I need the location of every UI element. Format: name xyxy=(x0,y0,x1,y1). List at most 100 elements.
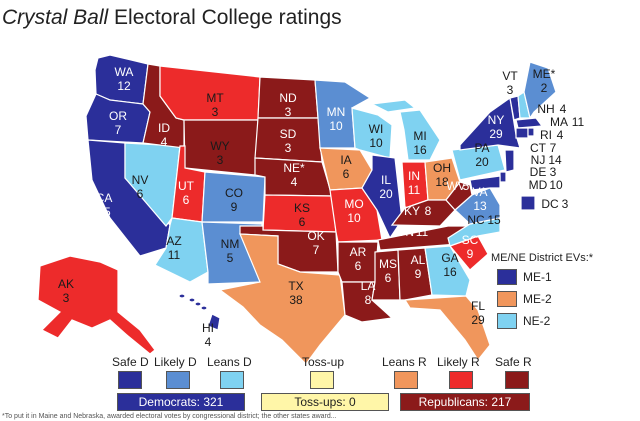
state-fl[interactable] xyxy=(403,295,491,362)
label-in-ev: 11 xyxy=(408,183,421,197)
label-mt: MT xyxy=(206,91,224,105)
legend-label-likely-r: Likely R xyxy=(437,355,480,369)
label-nv: NV xyxy=(132,173,149,187)
label-tx: TX xyxy=(288,279,303,293)
legend-swatch-leans-d xyxy=(220,371,244,389)
label-nd: ND xyxy=(279,91,297,105)
state-il[interactable] xyxy=(361,154,403,240)
label-sc-ev: 9 xyxy=(467,247,474,261)
label-fl: FL xyxy=(471,299,485,313)
label-mo: MO xyxy=(344,197,363,211)
label-oh-ev: 18 xyxy=(435,175,449,189)
district-item-ne2: NE-2 xyxy=(497,312,607,330)
label-dc-ev: 3 xyxy=(562,197,569,211)
label-il: IL xyxy=(381,173,391,187)
label-ak-ev: 3 xyxy=(63,291,70,305)
legend-label-safe-d: Safe D xyxy=(112,355,149,369)
label-sc: SC xyxy=(462,233,479,247)
state-tx[interactable] xyxy=(218,233,346,365)
label-mi-ev: 16 xyxy=(413,143,427,157)
state-ky[interactable] xyxy=(390,199,456,227)
total-tossups: Toss-ups: 0 xyxy=(261,393,389,411)
label-ok-ev: 7 xyxy=(313,243,320,257)
state-ga[interactable] xyxy=(424,245,471,297)
label-mi: MI xyxy=(413,129,426,143)
label-or: OR xyxy=(109,109,127,123)
state-mi[interactable] xyxy=(399,109,441,161)
label-ct-ev: 7 xyxy=(550,141,557,155)
label-vt-ev: 3 xyxy=(507,83,514,97)
legend-swatch-likely-r xyxy=(449,371,473,389)
label-de-ev: 3 xyxy=(550,165,557,179)
label-ca-ev: 55 xyxy=(97,205,111,219)
footnote: *To put it in Maine and Nebraska, awarde… xyxy=(2,413,337,420)
label-nd-ev: 3 xyxy=(285,105,292,119)
label-fl-ev: 29 xyxy=(471,313,485,327)
label-co-ev: 9 xyxy=(231,200,238,214)
state-al[interactable] xyxy=(397,247,433,301)
label-va: VA xyxy=(472,185,487,199)
label-va-ev: 13 xyxy=(473,199,487,213)
label-ny-ev: 29 xyxy=(489,127,503,141)
total-republicans: Republicans: 217 xyxy=(400,393,530,411)
state-md[interactable] xyxy=(469,175,501,191)
state-ny[interactable] xyxy=(459,96,521,151)
label-mo-ev: 10 xyxy=(347,211,361,225)
label-md: MD xyxy=(529,178,548,192)
label-ms: MS xyxy=(379,257,397,271)
state-de[interactable] xyxy=(499,171,507,183)
state-mi-up[interactable] xyxy=(369,99,417,113)
label-wa: WA xyxy=(115,65,134,79)
label-wi-ev: 10 xyxy=(369,136,383,150)
district-label: ME-2 xyxy=(523,292,552,306)
legend-swatch-safe-r xyxy=(505,371,529,389)
legend-label-likely-d: Likely D xyxy=(154,355,197,369)
label-dc: DC xyxy=(541,197,559,211)
title-italic: Crystal Ball xyxy=(2,6,109,29)
district-label: NE-2 xyxy=(523,314,551,328)
legend-label-tossup: Toss-up xyxy=(302,355,345,369)
label-ia: IA xyxy=(340,153,351,167)
label-ks: KS xyxy=(294,201,310,215)
label-az-ev: 11 xyxy=(168,248,181,262)
label-ma: MA xyxy=(550,115,568,129)
state-dc[interactable] xyxy=(520,195,536,211)
state-ms[interactable] xyxy=(371,249,401,301)
label-nc-ev: 15 xyxy=(487,213,501,227)
label-il-ev: 20 xyxy=(379,187,393,201)
legend-label-safe-r: Safe R xyxy=(495,355,532,369)
state-ct[interactable] xyxy=(515,127,529,139)
label-ky: KY xyxy=(404,204,420,218)
label-ks-ev: 6 xyxy=(299,215,306,229)
label-ut-ev: 6 xyxy=(183,193,190,207)
state-nj[interactable] xyxy=(504,149,515,173)
label-ok: OK xyxy=(307,229,324,243)
state-ri[interactable] xyxy=(527,127,535,137)
district-label: ME-1 xyxy=(523,270,552,284)
label-ar-ev: 6 xyxy=(355,259,362,273)
state-ak[interactable] xyxy=(37,255,156,355)
map-title: Crystal Ball Electoral College ratings xyxy=(2,6,342,30)
label-me-ev: 2 xyxy=(541,81,548,95)
state-hi[interactable] xyxy=(178,293,221,331)
label-az: AZ xyxy=(166,234,181,248)
label-la: LA xyxy=(361,279,376,293)
label-sd: SD xyxy=(280,127,297,141)
state-labels: WA 12 OR 7 CA 55 NV 6 ID 4 MT 3 WY 3 UT … xyxy=(58,65,585,349)
legend-swatch-safe-d xyxy=(118,371,142,389)
state-wv[interactable] xyxy=(445,181,473,211)
label-wv: WV xyxy=(446,179,465,193)
label-pa-ev: 20 xyxy=(475,155,489,169)
label-nm-ev: 5 xyxy=(227,251,234,265)
label-ny: NY xyxy=(488,113,505,127)
label-mn-ev: 10 xyxy=(329,119,343,133)
label-ri: RI xyxy=(540,128,552,142)
label-md-ev: 10 xyxy=(549,178,563,192)
label-wv-ev: 5 xyxy=(463,179,470,193)
label-ne: NE* xyxy=(283,161,305,175)
title-rest: Electoral College ratings xyxy=(108,6,342,29)
label-or-ev: 7 xyxy=(115,123,122,137)
label-ar: AR xyxy=(350,245,367,259)
state-ma[interactable] xyxy=(515,117,544,129)
label-la-ev: 8 xyxy=(365,293,372,307)
